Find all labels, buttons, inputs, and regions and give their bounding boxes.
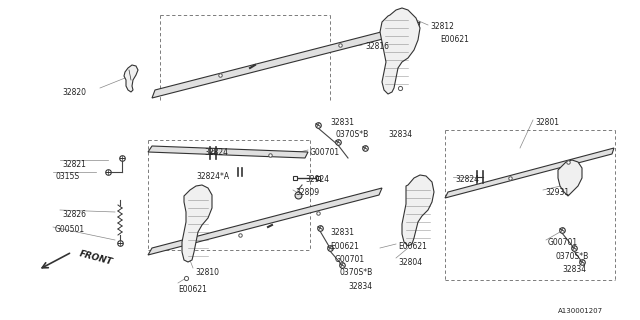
Text: E00621: E00621 — [178, 285, 207, 294]
Polygon shape — [445, 148, 614, 198]
Text: 32826: 32826 — [62, 210, 86, 219]
Polygon shape — [402, 175, 434, 246]
Polygon shape — [558, 160, 582, 196]
Text: A130001207: A130001207 — [558, 308, 603, 314]
Text: 32820: 32820 — [62, 88, 86, 97]
Polygon shape — [124, 65, 138, 92]
Text: 32924: 32924 — [305, 175, 329, 184]
Text: 32824: 32824 — [204, 148, 228, 157]
Text: E00621: E00621 — [330, 242, 359, 251]
Text: 32810: 32810 — [195, 268, 219, 277]
Text: 32834: 32834 — [348, 282, 372, 291]
Text: E00621: E00621 — [440, 35, 469, 44]
Text: 0315S: 0315S — [55, 172, 79, 181]
Text: 0370S*B: 0370S*B — [335, 130, 368, 139]
Text: 32834: 32834 — [388, 130, 412, 139]
Polygon shape — [148, 146, 308, 158]
Text: 32821: 32821 — [62, 160, 86, 169]
Text: 32831: 32831 — [330, 228, 354, 237]
Text: G00701: G00701 — [310, 148, 340, 157]
Text: 32804: 32804 — [398, 258, 422, 267]
Text: 32834: 32834 — [562, 265, 586, 274]
Text: G00701: G00701 — [548, 238, 578, 247]
Text: 32831: 32831 — [330, 118, 354, 127]
Text: G00701: G00701 — [335, 255, 365, 264]
Polygon shape — [148, 188, 382, 255]
Text: FRONT: FRONT — [78, 249, 113, 267]
Text: 0370S*B: 0370S*B — [555, 252, 588, 261]
Polygon shape — [152, 22, 420, 98]
Text: 32824*A: 32824*A — [196, 172, 229, 181]
Polygon shape — [380, 8, 420, 94]
Text: E00621: E00621 — [398, 242, 427, 251]
Text: 32812: 32812 — [430, 22, 454, 31]
Text: 32809: 32809 — [295, 188, 319, 197]
Text: 32816: 32816 — [365, 42, 389, 51]
Polygon shape — [182, 185, 212, 262]
Text: 32824: 32824 — [455, 175, 479, 184]
Text: 32801: 32801 — [535, 118, 559, 127]
Text: 0370S*B: 0370S*B — [340, 268, 373, 277]
Text: G00501: G00501 — [55, 225, 85, 234]
Text: 32931: 32931 — [545, 188, 569, 197]
